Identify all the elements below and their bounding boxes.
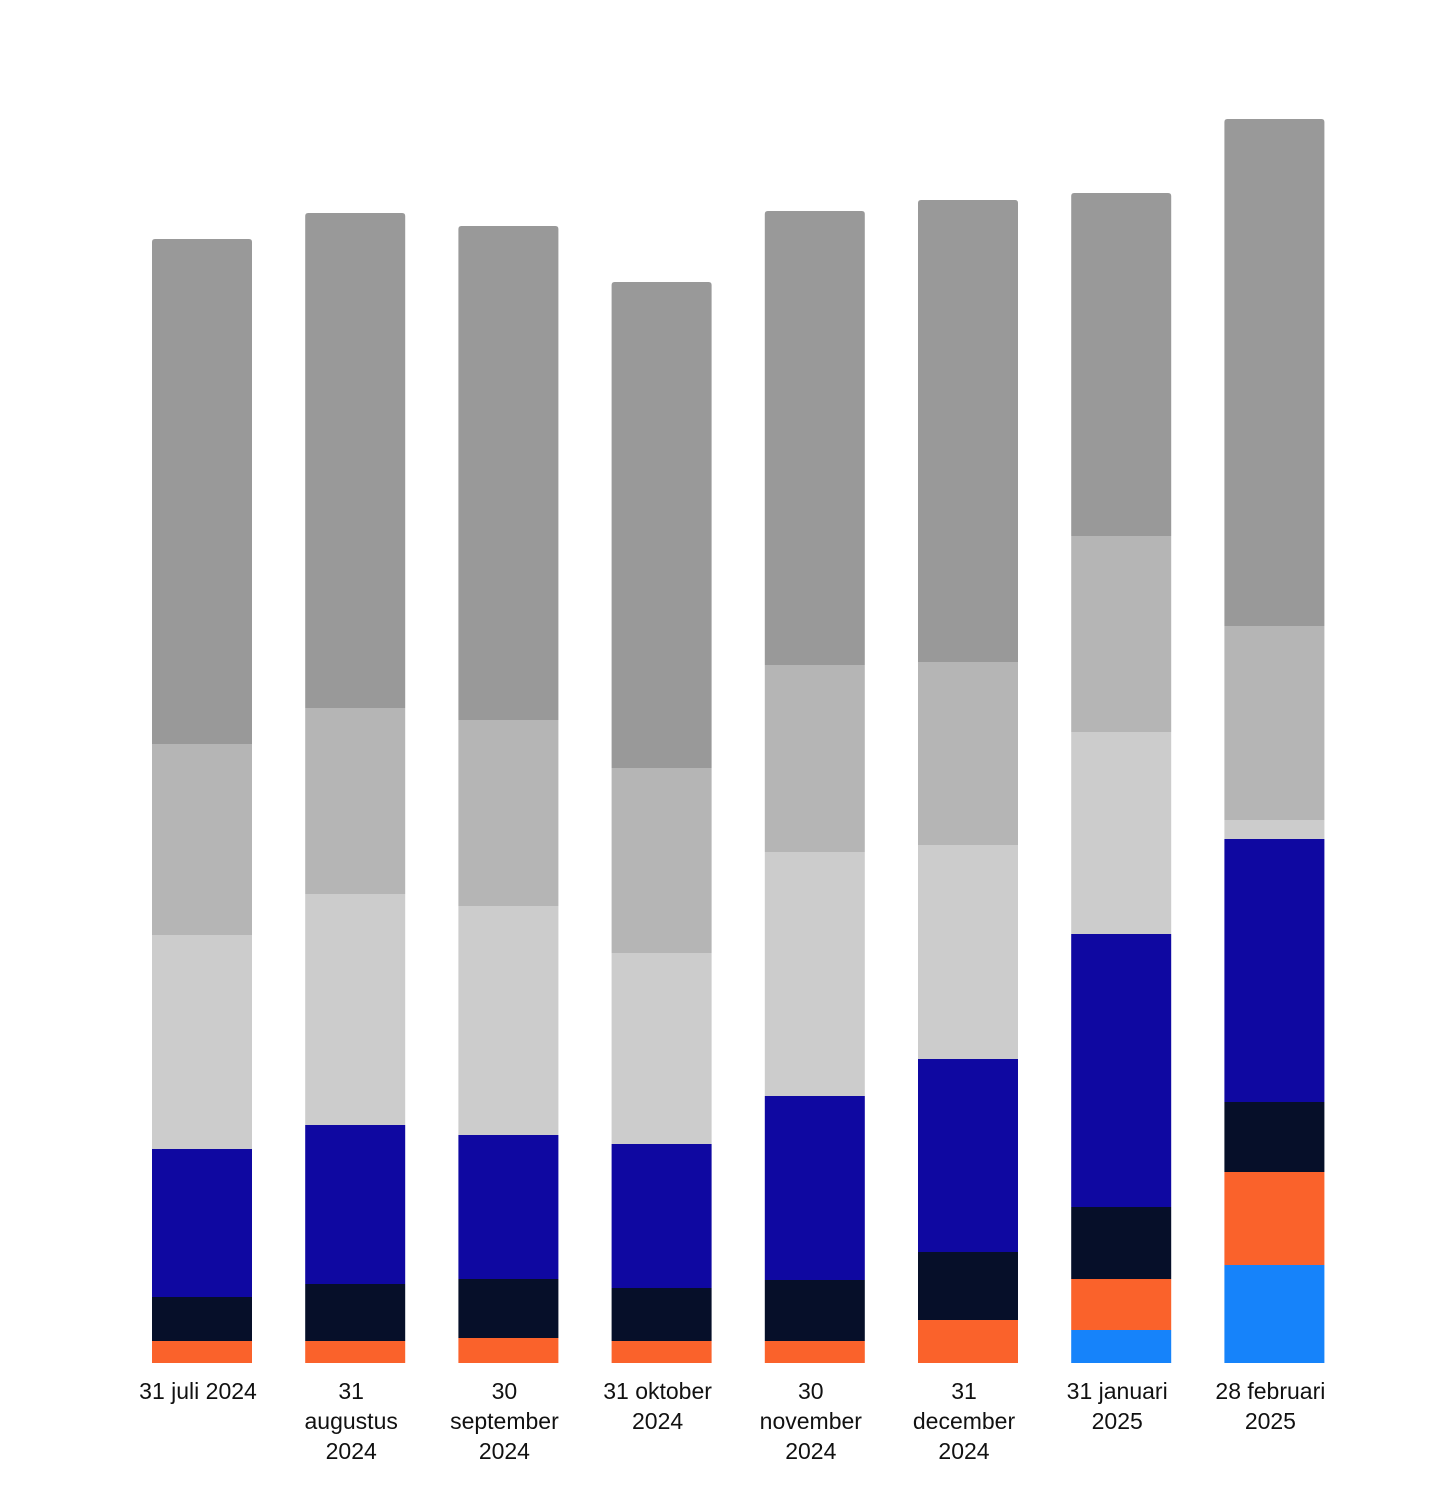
bars-group	[152, 119, 1325, 1363]
x-tick-label-2-line-1: september	[450, 1408, 559, 1434]
bar-segment-7-4	[1224, 820, 1325, 839]
bar-segment-3-4	[611, 953, 712, 1144]
x-tick-label-5: 31 december 2024	[913, 1378, 1016, 1464]
x-tick-label-4-line-1: november	[760, 1408, 863, 1434]
x-tick-label-6-line-0: 31 januari	[1067, 1378, 1168, 1404]
bar-segment-1-2	[305, 1284, 406, 1341]
bar-segment-3-1	[611, 1341, 712, 1363]
bar-segment-1-6	[305, 213, 406, 708]
bar-segment-2-3	[458, 1135, 559, 1279]
x-tick-label-6: 31 januari 2025	[1067, 1378, 1168, 1434]
bar-segment-0-4	[152, 935, 252, 1149]
bar-segment-6-3	[1071, 934, 1172, 1207]
x-tick-label-7-line-0: 28 februari	[1215, 1378, 1325, 1404]
x-tick-label-2-line-0: 30	[492, 1378, 518, 1404]
bar-segment-7-0	[1224, 1265, 1325, 1363]
bar-segment-4-2	[764, 1280, 865, 1341]
bar-segment-4-1	[764, 1341, 865, 1363]
bar-segment-6-4	[1071, 732, 1172, 934]
bar-segment-4-5	[764, 665, 865, 852]
bar-segment-2-6	[458, 226, 559, 720]
bar-segment-2-1	[458, 1338, 559, 1363]
x-tick-label-1-line-1: augustus	[305, 1408, 398, 1434]
x-tick-label-4-line-0: 30	[798, 1378, 824, 1404]
bar-segment-0-1	[152, 1341, 252, 1363]
x-tick-label-2: 30 september 2024	[450, 1378, 559, 1464]
bar-segment-7-1	[1224, 1172, 1325, 1265]
x-tick-label-4-line-2: 2024	[785, 1438, 836, 1464]
x-tick-label-5-line-2: 2024	[938, 1438, 989, 1464]
bar-segment-2-4	[458, 906, 559, 1135]
bar-segment-5-4	[918, 845, 1018, 1059]
bar-segment-0-3	[152, 1149, 252, 1297]
x-tick-label-3-line-0: 31 oktober	[603, 1378, 712, 1404]
bar-segment-7-6	[1224, 119, 1325, 626]
bar-segment-6-6	[1071, 193, 1172, 536]
bar-segment-1-4	[305, 894, 406, 1125]
x-tick-label-6-line-1: 2025	[1092, 1408, 1143, 1434]
bar-segment-3-6	[611, 282, 712, 768]
bar-segment-4-6	[764, 211, 865, 665]
x-tick-label-3: 31 oktober 2024	[603, 1378, 712, 1434]
x-tick-label-1-line-0: 31	[338, 1378, 364, 1404]
bar-segment-1-5	[305, 708, 406, 894]
bar-segment-6-0	[1071, 1330, 1172, 1363]
bar-segment-6-5	[1071, 536, 1172, 732]
x-tick-label-0: 31 juli 2024	[139, 1378, 257, 1404]
x-tick-label-4: 30 november 2024	[760, 1378, 863, 1464]
bar-segment-7-3	[1224, 839, 1325, 1102]
bar-segment-6-2	[1071, 1207, 1172, 1279]
bar-segment-5-1	[918, 1320, 1018, 1363]
x-tick-labels: 31 juli 2024 31 augustus 2024 30 september 202…	[139, 1378, 1325, 1464]
bar-segment-0-5	[152, 744, 252, 935]
x-tick-label-0-line-0: 31 juli 2024	[139, 1378, 257, 1404]
bar-segment-4-4	[764, 852, 865, 1096]
bar-segment-0-6	[152, 239, 252, 744]
bar-segment-0-2	[152, 1297, 252, 1341]
bar-segment-7-2	[1224, 1102, 1325, 1172]
bar-segment-3-2	[611, 1288, 712, 1341]
x-tick-label-1: 31 augustus 2024	[305, 1378, 398, 1464]
bar-segment-3-3	[611, 1144, 712, 1288]
bar-segment-5-3	[918, 1059, 1018, 1252]
bar-segment-4-3	[764, 1096, 865, 1280]
x-tick-label-1-line-2: 2024	[326, 1438, 377, 1464]
bar-segment-2-2	[458, 1279, 559, 1338]
x-tick-label-7: 28 februari 2025	[1215, 1378, 1325, 1434]
x-tick-label-5-line-1: december	[913, 1408, 1016, 1434]
bar-segment-1-3	[305, 1125, 406, 1284]
bar-segment-5-2	[918, 1252, 1018, 1320]
x-tick-label-3-line-1: 2024	[632, 1408, 683, 1434]
bar-segment-5-5	[918, 662, 1018, 845]
x-tick-label-5-line-0: 31	[951, 1378, 977, 1404]
bar-segment-1-1	[305, 1341, 406, 1363]
bar-segment-5-6	[918, 200, 1018, 662]
x-tick-label-7-line-1: 2025	[1245, 1408, 1296, 1434]
bar-segment-6-1	[1071, 1279, 1172, 1330]
bar-segment-3-5	[611, 768, 712, 953]
bar-segment-2-5	[458, 720, 559, 906]
bar-segment-7-5	[1224, 626, 1325, 820]
x-tick-label-2-line-2: 2024	[479, 1438, 530, 1464]
